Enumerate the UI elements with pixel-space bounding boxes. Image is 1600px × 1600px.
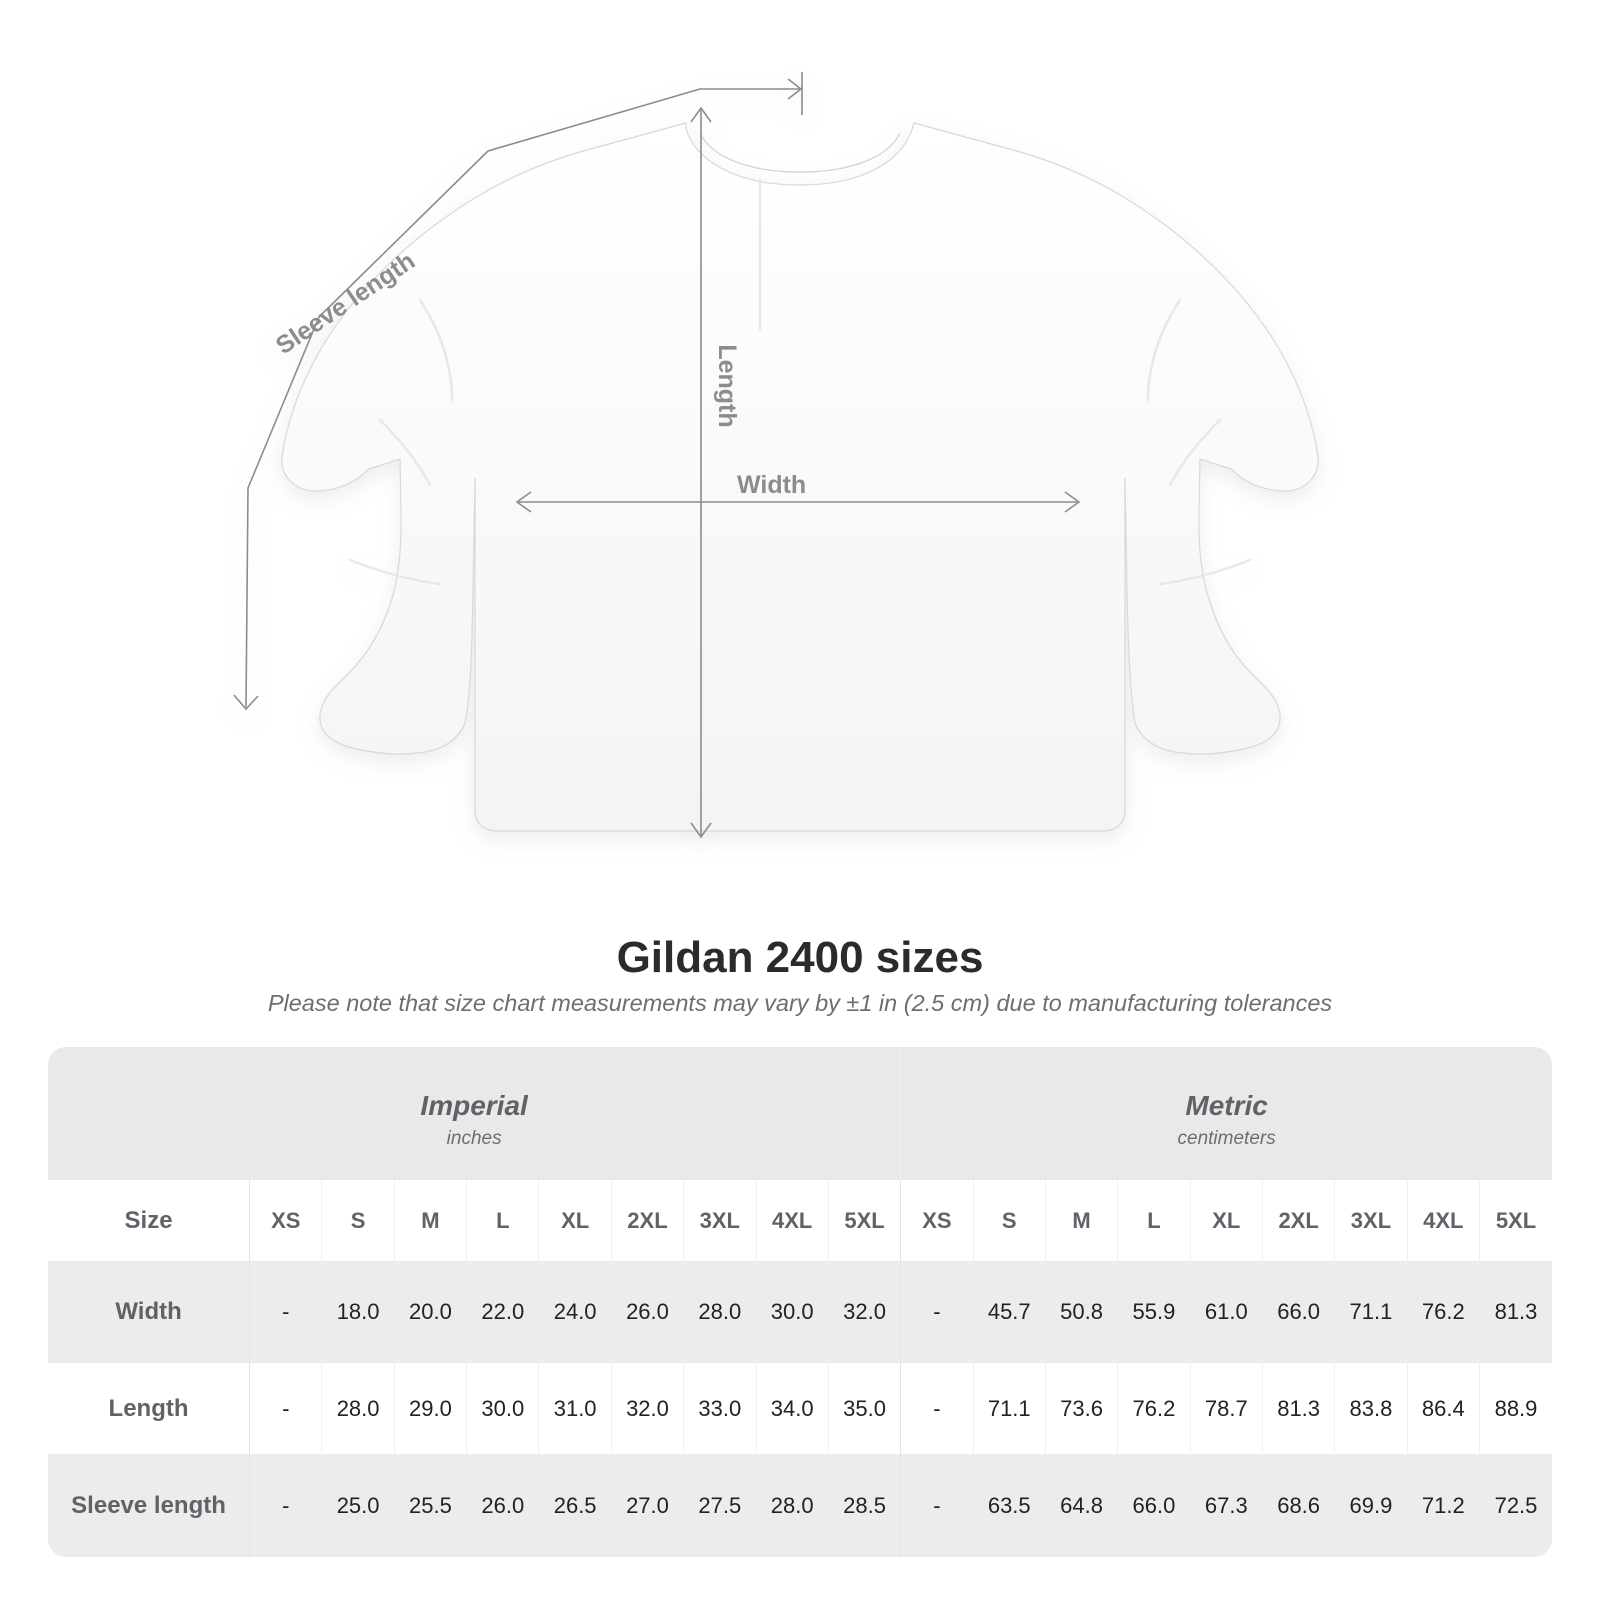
svg-text:Length: Length	[713, 344, 741, 427]
svg-text:Width: Width	[737, 471, 806, 499]
